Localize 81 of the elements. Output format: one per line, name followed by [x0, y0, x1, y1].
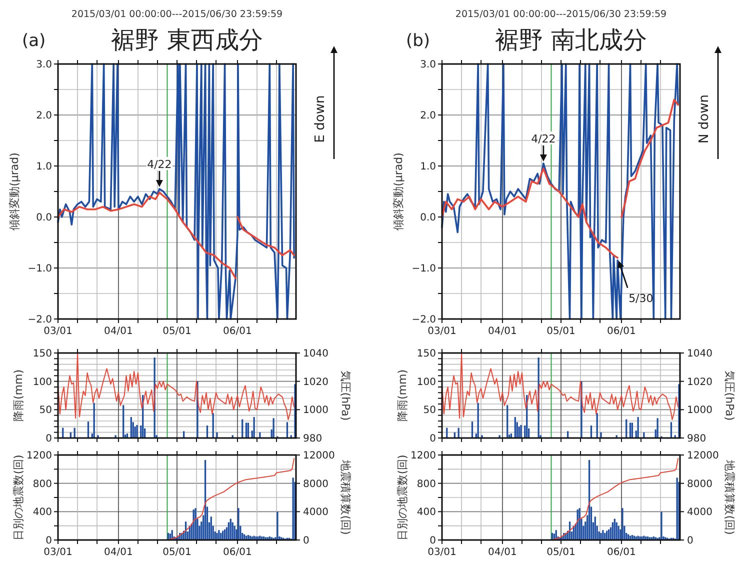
chart-title: 裾野 南北成分: [495, 26, 647, 54]
y-tick-label: 800: [416, 478, 436, 490]
y-tick-label: 1200: [410, 450, 436, 462]
y-tick-label: 100: [32, 376, 52, 388]
y2-axis-title: 気圧(hPa): [723, 370, 736, 421]
y2-tick-label: 1040: [687, 348, 712, 360]
y2-tick-label: 980: [687, 434, 706, 444]
y-tick-label: 0.0: [36, 212, 52, 224]
y2-tick-label: 8000: [303, 478, 328, 490]
y2-axis-title: 気圧(hPa): [339, 370, 352, 421]
y2-tick-label: 4000: [303, 507, 328, 518]
chart-subtitle: 2015/03/01 00:00:00---2015/06/30 23:59:59: [71, 9, 283, 20]
y2-axis-title: 地震積算数(回): [339, 459, 352, 535]
text: (b): [406, 31, 430, 51]
y2-tick-label: 1020: [303, 376, 328, 388]
y2-tick-label: 0: [303, 536, 310, 546]
x-tick-label: 06/01: [607, 326, 636, 337]
y-tick-label: 2.0: [36, 110, 52, 122]
y-tick-label: −1.0: [412, 264, 436, 274]
y-tick-label: 100: [416, 376, 436, 388]
y2-tick-label: 4000: [687, 507, 712, 518]
x-tick-label: 06/01: [223, 547, 252, 558]
y-tick-label: 1.0: [420, 162, 436, 172]
y-axis-title: 日別の地震数(回): [12, 454, 25, 540]
y-tick-label: 2.0: [420, 110, 436, 122]
x-tick-label: 04/01: [104, 547, 133, 558]
annotation: 5/30: [628, 292, 654, 305]
y-tick-label: 50: [423, 405, 436, 416]
y2-axis-title: 地震積算数(回): [723, 459, 736, 535]
x-tick-label: 03/01: [44, 547, 72, 558]
annotation: 4/22: [147, 158, 172, 171]
y2-tick-label: 1000: [303, 405, 328, 416]
y-tick-label: −2.0: [412, 314, 436, 326]
x-tick-label: 06/01: [607, 547, 636, 558]
annotation: 4/22: [531, 132, 556, 146]
x-tick-label: 05/01: [162, 326, 192, 337]
y-tick-label: 0: [430, 536, 436, 546]
y-axis-title: 傾斜変動(μrad): [392, 152, 405, 230]
x-tick-label: 05/01: [162, 547, 192, 558]
x-tick-label: 03/01: [44, 326, 72, 337]
y-tick-label: 150: [416, 348, 436, 360]
x-tick-label: 05/01: [546, 326, 576, 337]
x-tick-label: 04/01: [488, 547, 517, 558]
chart-title: 裾野 東西成分: [111, 26, 263, 54]
y-axis-title: 降雨(mm): [12, 369, 25, 422]
y-axis-title: 日別の地震数(回): [396, 454, 409, 540]
y2-tick-label: 0: [687, 536, 694, 546]
y-tick-label: 0.0: [420, 212, 436, 224]
y-tick-label: 0: [46, 434, 52, 444]
x-tick-label: 03/01: [428, 547, 456, 558]
x-tick-label: 03/01: [428, 326, 456, 337]
y-tick-label: 3.0: [36, 60, 52, 70]
y2-tick-label: 8000: [687, 478, 712, 490]
y-tick-label: 50: [39, 405, 52, 416]
text: N down: [697, 94, 712, 144]
y-tick-label: −1.0: [28, 264, 52, 274]
y-tick-label: −2.0: [28, 314, 52, 326]
y-tick-label: 0: [430, 434, 436, 444]
y2-tick-label: 980: [303, 434, 322, 444]
x-tick-label: 04/01: [488, 326, 517, 337]
y-tick-label: 150: [32, 348, 52, 360]
y-axis-title: 傾斜変動(μrad): [8, 152, 21, 230]
y-tick-label: 800: [32, 478, 52, 490]
y-tick-label: 0: [46, 536, 52, 546]
y-tick-label: 400: [32, 507, 52, 518]
y2-tick-label: 1020: [687, 376, 712, 388]
x-tick-label: 06/01: [223, 326, 252, 337]
x-tick-label: 05/01: [546, 547, 576, 558]
y-tick-label: 1200: [26, 450, 52, 462]
y2-tick-label: 1000: [687, 405, 712, 416]
text: E down: [313, 95, 328, 143]
y-tick-label: 400: [416, 507, 436, 518]
chart-subtitle: 2015/03/01 00:00:00---2015/06/30 23:59:59: [455, 9, 667, 20]
x-tick-label: 04/01: [104, 326, 133, 337]
y-tick-label: 3.0: [420, 60, 436, 70]
y2-tick-label: 1040: [303, 348, 328, 360]
text: (a): [22, 31, 46, 51]
y2-tick-label: 12000: [303, 450, 335, 462]
y-axis-title: 降雨(mm): [396, 369, 409, 422]
y2-tick-label: 12000: [687, 450, 719, 462]
y-tick-label: 1.0: [36, 162, 52, 172]
